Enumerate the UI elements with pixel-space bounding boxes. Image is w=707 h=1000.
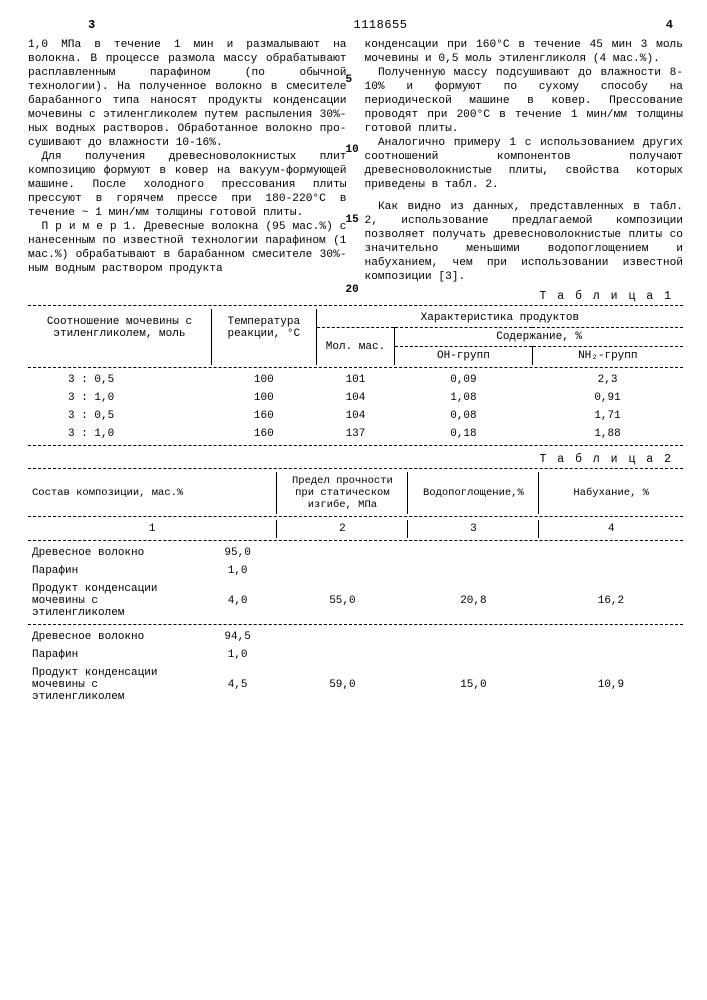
line-mark: 20	[346, 284, 359, 296]
th: Соотношение мочевины с этиленгликолем, м…	[28, 309, 211, 347]
table-row: 3 : 0,5 100 101 0,09 2,3	[28, 371, 683, 389]
cell: 55,0	[277, 580, 408, 622]
page-num-right: 4	[666, 18, 673, 32]
table-row: Древесное волокно 94,5	[28, 628, 683, 646]
cell: 104	[316, 407, 395, 425]
paragraph: П р и м е р 1. Древесные волокна (95 мас…	[28, 220, 347, 276]
cell: Продукт конденса­ции мочевины с этиленгл…	[28, 664, 198, 706]
cell: 59,0	[277, 664, 408, 706]
cell: 101	[316, 371, 395, 389]
cell: 2,3	[532, 371, 683, 389]
table-row: Продукт конденса­ции мочевины с этиленгл…	[28, 664, 683, 706]
th: NH₂-групп	[532, 347, 683, 366]
body-text-columns: 1,0 МПа в течение 1 мин и размалыва­ют н…	[28, 38, 683, 284]
cell: 104	[316, 389, 395, 407]
line-mark: 5	[346, 74, 353, 86]
cell: 3 : 1,0	[28, 389, 211, 407]
cell: Древесное волокно	[28, 628, 198, 646]
cell: 10,9	[539, 664, 683, 706]
line-mark: 10	[346, 144, 359, 156]
table-row: Парафин 1,0	[28, 646, 683, 664]
cell: Древесное волокно	[28, 544, 198, 562]
cell: 100	[211, 389, 316, 407]
col-num: 1	[28, 520, 277, 538]
paragraph: 1,0 МПа в течение 1 мин и размалыва­ют н…	[28, 38, 347, 150]
th: Водопогло­щение,%	[408, 472, 539, 514]
cell: 0,08	[395, 407, 532, 425]
cell: 1,0	[198, 562, 277, 580]
cell: 1,88	[532, 425, 683, 443]
table2: Состав композиции, мас.% Предел прочност…	[28, 472, 683, 706]
th: Содержание, %	[395, 328, 683, 347]
cell: Парафин	[28, 562, 198, 580]
line-mark: 15	[346, 214, 359, 226]
cell: 4,0	[198, 580, 277, 622]
page-num-left: 3	[88, 18, 95, 32]
cell: 4,5	[198, 664, 277, 706]
table-row: 3 : 1,0 100 104 1,08 0,91	[28, 389, 683, 407]
right-column: конденсации при 160°С в течение 45 мин 3…	[365, 38, 684, 284]
col-num: 2	[277, 520, 408, 538]
cell: 0,18	[395, 425, 532, 443]
th: Набухание, %	[539, 472, 683, 514]
th: Предел прочности при ста­тическом изгибе…	[277, 472, 408, 514]
th: Мол. мас.	[316, 328, 395, 366]
table-row: 3 : 0,5 160 104 0,08 1,71	[28, 407, 683, 425]
table2-label: Т а б л и ц а 2	[28, 453, 673, 466]
th: Характеристика продуктов	[316, 309, 683, 328]
doc-number: 1118655	[95, 18, 666, 32]
cell: 100	[211, 371, 316, 389]
cell: 16,2	[539, 580, 683, 622]
cell: 1,08	[395, 389, 532, 407]
cell: 1,0	[198, 646, 277, 664]
table-row: Продукт конденса­ции мочевины с этиленгл…	[28, 580, 683, 622]
cell: 15,0	[408, 664, 539, 706]
paragraph: Как видно из данных, представлен­ных в т…	[365, 200, 684, 284]
cell: 137	[316, 425, 395, 443]
table1: Соотношение мочевины с этиленгликолем, м…	[28, 309, 683, 443]
table-row: 3 : 1,0 160 137 0,18 1,88	[28, 425, 683, 443]
cell: 3 : 0,5	[28, 371, 211, 389]
cell: 160	[211, 407, 316, 425]
cell: 3 : 0,5	[28, 407, 211, 425]
paragraph: Полученную массу подсушивают до влажност…	[365, 66, 684, 136]
cell: 3 : 1,0	[28, 425, 211, 443]
cell: Парафин	[28, 646, 198, 664]
th: Температура реакции, °С	[211, 309, 316, 347]
cell: 0,91	[532, 389, 683, 407]
col-num: 4	[539, 520, 683, 538]
left-column: 1,0 МПа в течение 1 мин и размалыва­ют н…	[28, 38, 347, 284]
cell: 95,0	[198, 544, 277, 562]
cell: 160	[211, 425, 316, 443]
table-row: Парафин 1,0	[28, 562, 683, 580]
paragraph: Для получения древесноволокнис­тых плит …	[28, 150, 347, 220]
cell: 94,5	[198, 628, 277, 646]
th: Состав композиции, мас.%	[28, 472, 277, 514]
paragraph: конденсации при 160°С в течение 45 мин 3…	[365, 38, 684, 66]
cell: 0,09	[395, 371, 532, 389]
cell: 20,8	[408, 580, 539, 622]
col-num: 3	[408, 520, 539, 538]
cell: 1,71	[532, 407, 683, 425]
paragraph: Аналогично примеру 1 с использо­ванием д…	[365, 136, 684, 192]
th: OH-групп	[395, 347, 532, 366]
cell: Продукт конденса­ции мочевины с этиленгл…	[28, 580, 198, 622]
table-row: Древесное волокно 95,0	[28, 544, 683, 562]
